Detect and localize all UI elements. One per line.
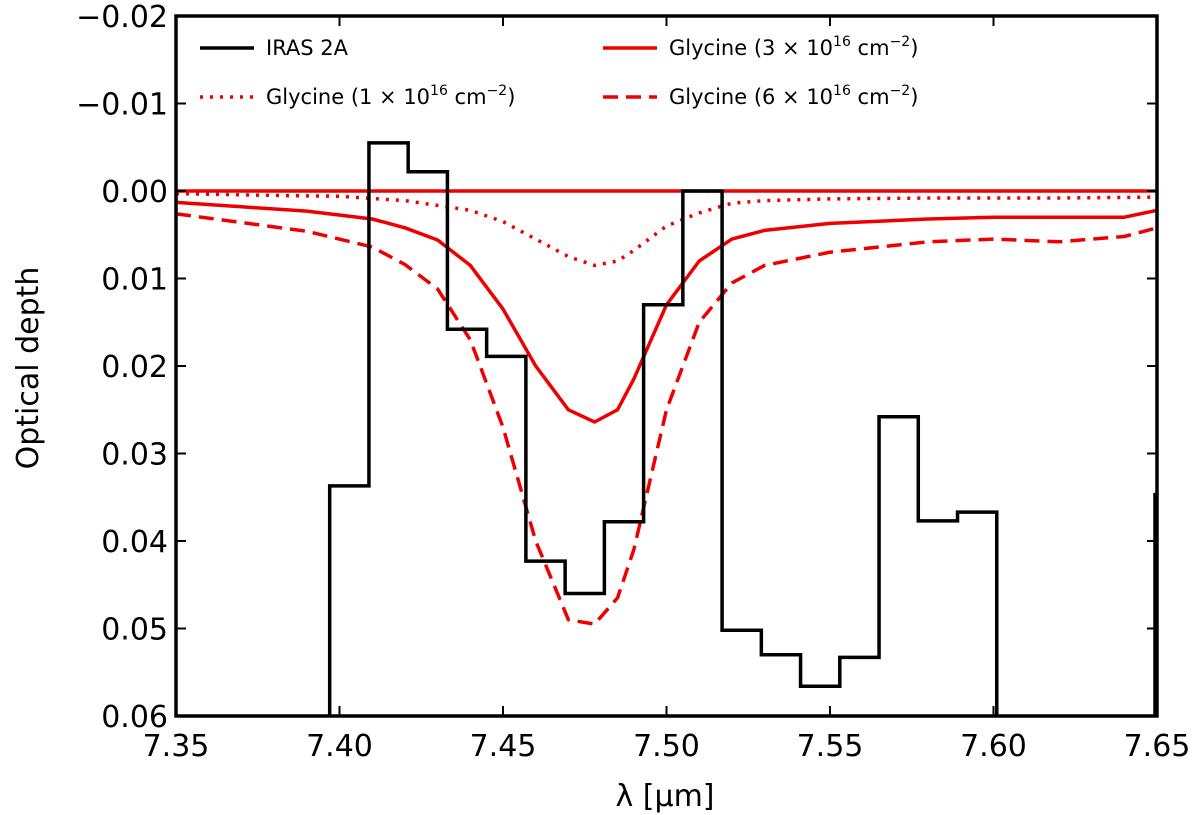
y-tick-label: 0.06 xyxy=(101,700,168,735)
x-tick-label: 7.45 xyxy=(470,729,537,764)
legend-entry-iras-2a: IRAS 2A xyxy=(200,36,349,60)
legend-entry-glycine-3e16-label: Glycine (3 × 1016 cm−2) xyxy=(669,34,918,60)
y-tick-label: 0.03 xyxy=(101,438,168,473)
y-tick-label: 0.02 xyxy=(101,350,168,385)
legend-entry-glycine-1e16: Glycine (1 × 1016 cm−2) xyxy=(200,83,515,109)
x-axis-title: λ [μm] xyxy=(615,779,714,814)
axes: 7.35 7.40 7.45 7.50 7.55 7.60 7.65 −0.02 −0.01 0.… xyxy=(76,0,1190,764)
plot-area xyxy=(176,141,1157,716)
legend-entry-glycine-1e16-label: Glycine (1 × 1016 cm−2) xyxy=(266,83,515,109)
series-iras-2a xyxy=(327,141,999,716)
plot-content xyxy=(176,141,1157,716)
legend-entry-glycine-6e16: Glycine (6 × 1016 cm−2) xyxy=(603,83,918,109)
legend-entry-iras-2a-label: IRAS 2A xyxy=(266,36,349,60)
y-tick-label: 0.01 xyxy=(101,263,168,298)
plot-frame xyxy=(174,14,1159,718)
y-tick-label: −0.02 xyxy=(76,0,168,35)
legend-entry-glycine-6e16-label: Glycine (6 × 1016 cm−2) xyxy=(669,83,918,109)
series-glycine-1e16 xyxy=(176,191,1157,268)
x-tick-label: 7.35 xyxy=(143,729,210,764)
y-tick-label: −0.01 xyxy=(76,88,168,123)
x-tick-label: 7.60 xyxy=(960,729,1027,764)
x-tick-label: 7.65 xyxy=(1124,729,1191,764)
y-axis-title: Optical depth xyxy=(11,267,46,470)
legend: IRAS 2A Glycine (1 × 1016 cm−2) Glycine (3… xyxy=(200,34,918,109)
series-glycine-3e16 xyxy=(176,200,1157,424)
x-tick-label: 7.50 xyxy=(633,729,700,764)
y-tick-label: 0.00 xyxy=(101,175,168,210)
legend-entry-glycine-3e16: Glycine (3 × 1016 cm−2) xyxy=(603,34,918,60)
x-tick-label: 7.40 xyxy=(306,729,373,764)
series-glycine-6e16 xyxy=(176,212,1157,626)
y-tick-label: 0.05 xyxy=(101,613,168,648)
x-tick-label: 7.55 xyxy=(797,729,864,764)
y-tick-label: 0.04 xyxy=(101,525,168,560)
